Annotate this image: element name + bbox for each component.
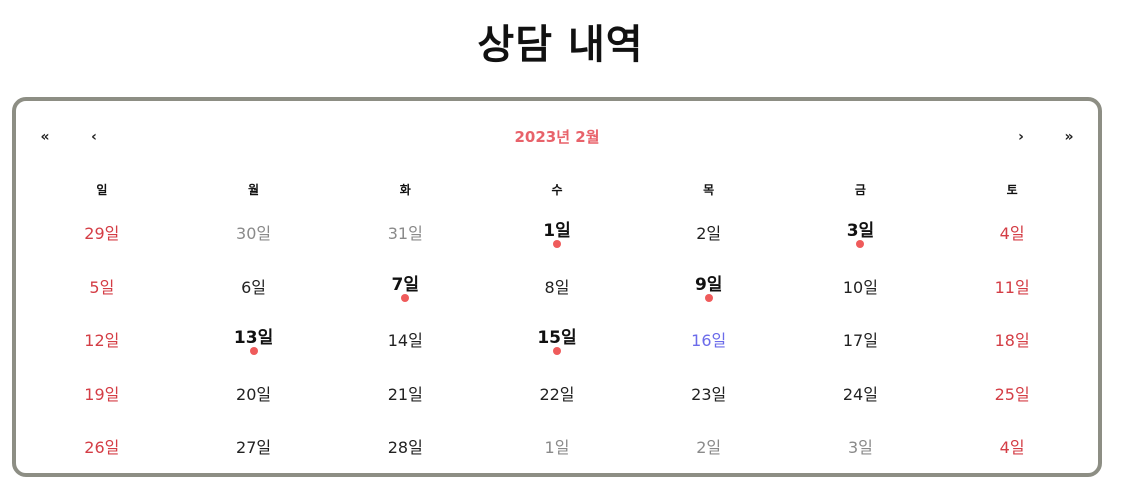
day-number: 22일 — [539, 384, 575, 404]
next-year-button[interactable]: » — [1064, 129, 1074, 145]
day-cell-with-event[interactable]: 7일 — [329, 262, 481, 316]
day-number: 5일 — [89, 277, 115, 297]
day-cell[interactable]: 19일 — [26, 369, 178, 423]
day-number: 26일 — [84, 438, 120, 457]
weekday-thu: 목 — [703, 183, 715, 197]
weekday-mon: 월 — [248, 183, 260, 197]
day-number: 18일 — [994, 331, 1030, 350]
day-cell[interactable]: 26일 — [26, 422, 178, 476]
day-number: 15일 — [537, 328, 577, 348]
prev-year-button[interactable]: « — [40, 129, 50, 145]
day-cell[interactable]: 25일 — [936, 369, 1088, 423]
event-dot-icon — [552, 240, 561, 248]
day-number: 4일 — [999, 224, 1025, 243]
day-number: 3일 — [846, 221, 875, 241]
day-cell[interactable]: 24일 — [785, 369, 937, 423]
day-number: 2일 — [696, 438, 722, 457]
day-number: 2일 — [696, 224, 722, 243]
day-cell[interactable]: 20일 — [178, 369, 330, 423]
day-cell[interactable]: 14일 — [329, 315, 481, 369]
day-number: 19일 — [84, 384, 120, 404]
day-number: 1일 — [544, 438, 570, 457]
weekday-tue: 화 — [399, 183, 411, 197]
day-cell[interactable]: 29일 — [26, 208, 178, 262]
day-cell[interactable]: 4일 — [936, 422, 1088, 476]
day-number: 23일 — [691, 384, 727, 404]
next-month-button[interactable]: › — [1018, 129, 1024, 145]
prev-month-button[interactable]: ‹ — [91, 129, 97, 145]
day-number: 8일 — [544, 277, 570, 297]
day-number: 17일 — [842, 331, 878, 350]
day-cell[interactable]: 27일 — [178, 422, 330, 476]
day-cell[interactable]: 6일 — [178, 262, 330, 316]
weekday-wed: 수 — [551, 183, 563, 197]
day-cell[interactable]: 16일 — [633, 315, 785, 369]
day-cell[interactable]: 31일 — [329, 208, 481, 262]
day-number: 29일 — [84, 224, 120, 243]
day-cell[interactable]: 8일 — [481, 262, 633, 316]
day-number: 31일 — [387, 224, 423, 243]
page-title: 상담 내역 — [477, 22, 644, 68]
day-cell[interactable]: 2일 — [633, 208, 785, 262]
day-cell[interactable]: 28일 — [329, 422, 481, 476]
day-cell-with-event[interactable]: 15일 — [481, 315, 633, 369]
month-label[interactable]: 2023년 2월 — [514, 128, 600, 146]
day-cell[interactable]: 5일 — [26, 262, 178, 316]
day-number: 24일 — [842, 384, 878, 404]
day-cell[interactable]: 1일 — [481, 422, 633, 476]
day-cell[interactable]: 12일 — [26, 315, 178, 369]
day-number: 11일 — [994, 277, 1030, 297]
day-cell-with-event[interactable]: 1일 — [481, 208, 633, 262]
day-number: 10일 — [842, 277, 878, 297]
day-number: 4일 — [999, 438, 1025, 457]
day-number: 13일 — [233, 328, 274, 348]
event-dot-icon — [856, 240, 865, 248]
day-number: 21일 — [387, 384, 423, 404]
day-cell[interactable]: 21일 — [329, 369, 481, 423]
day-cell-with-event[interactable]: 9일 — [633, 262, 785, 316]
event-dot-icon — [249, 347, 258, 355]
day-number: 30일 — [236, 224, 272, 243]
day-number: 7일 — [391, 274, 420, 295]
day-number: 28일 — [387, 438, 423, 457]
day-cell[interactable]: 18일 — [936, 315, 1088, 369]
day-number: 20일 — [236, 384, 272, 404]
day-cell-with-event[interactable]: 13일 — [178, 315, 330, 369]
day-number: 25일 — [994, 384, 1030, 404]
day-cell-with-event[interactable]: 3일 — [785, 208, 937, 262]
day-grid: 29일 30일 31일 1일 2일 3일 4일 5일 6일 7일 8일 9일 10일 11일 12일 13일 1… — [26, 208, 1088, 476]
day-number: 9일 — [694, 274, 723, 295]
day-cell[interactable]: 30일 — [178, 208, 330, 262]
weekday-sun: 일 — [96, 183, 108, 197]
event-dot-icon — [704, 293, 713, 302]
day-cell[interactable]: 3일 — [785, 422, 937, 476]
day-number: 1일 — [543, 221, 571, 241]
weekday-sat: 토 — [1006, 183, 1018, 197]
day-cell[interactable]: 2일 — [633, 422, 785, 476]
day-number: 3일 — [847, 438, 873, 457]
day-number: 16일 — [691, 331, 727, 350]
weekday-fri: 금 — [854, 183, 866, 197]
day-number: 6일 — [241, 277, 267, 297]
day-cell[interactable]: 4일 — [936, 208, 1088, 262]
calendar: « ‹ 2023년 2월 › » 일 월 화 수 목 금 토 29일 30일 31일… — [12, 97, 1102, 477]
weekday-header: 일 월 화 수 목 금 토 — [26, 181, 1088, 198]
day-cell[interactable]: 11일 — [936, 262, 1088, 316]
day-cell[interactable]: 17일 — [785, 315, 937, 369]
calendar-navigation: « ‹ 2023년 2월 › » — [16, 101, 1098, 173]
day-cell[interactable]: 10일 — [785, 262, 937, 316]
day-cell[interactable]: 22일 — [481, 369, 633, 423]
event-dot-icon — [552, 347, 561, 355]
day-cell[interactable]: 23일 — [633, 369, 785, 423]
event-dot-icon — [401, 293, 410, 302]
day-number: 27일 — [236, 438, 272, 457]
day-number: 12일 — [84, 331, 120, 350]
day-number: 14일 — [387, 331, 423, 350]
